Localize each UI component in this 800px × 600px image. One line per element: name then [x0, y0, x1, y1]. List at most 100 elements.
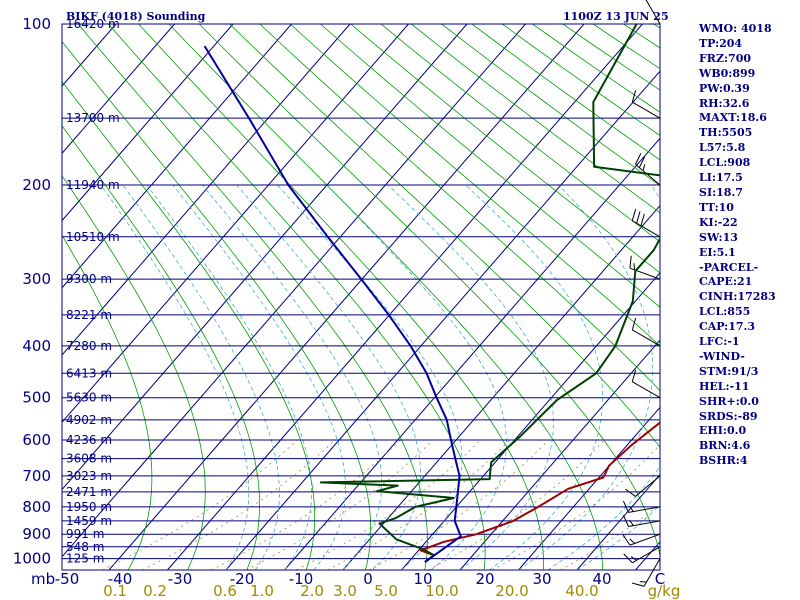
- wind-barb-flag: [631, 208, 637, 221]
- index-item: SRDS:-89: [699, 409, 758, 423]
- wind-barb-staff: [635, 475, 661, 497]
- wind-barb: [631, 317, 661, 347]
- temperature-tick-label: 10: [413, 570, 432, 588]
- isotherm: [0, 24, 58, 570]
- mixing-ratio-label: 10.0: [425, 582, 458, 600]
- temperature-tick-label: -20: [230, 570, 255, 588]
- height-label: 3023 m: [66, 469, 112, 483]
- index-item: -WIND-: [699, 349, 745, 363]
- sounding-title: BIKF (4018) Sounding: [66, 10, 206, 23]
- index-item: TT:10: [699, 200, 734, 214]
- plot-frame: [61, 23, 661, 571]
- temperature-tick-label: -30: [168, 570, 193, 588]
- index-item: SHR+:0.0: [699, 394, 759, 408]
- index-item: CAP:17.3: [699, 320, 756, 334]
- moist-adiabat: [172, 184, 346, 570]
- temperature-line: [419, 421, 660, 563]
- wind-barb-flag: [631, 90, 637, 103]
- wind-barb-staff: [629, 267, 661, 280]
- pressure-unit-label: mb: [31, 570, 55, 588]
- moist-adiabat: [547, 184, 660, 570]
- index-item: -PARCEL-: [699, 260, 759, 274]
- isotherm: [62, 24, 409, 424]
- isotherm: [167, 24, 643, 570]
- index-item: MAXT:18.6: [699, 111, 767, 125]
- pressure-tick-label: 900: [22, 525, 51, 543]
- pressure-tick-label: 300: [22, 270, 51, 288]
- wind-barb-staff: [629, 533, 661, 546]
- isotherm: [62, 24, 234, 222]
- index-item: LI:17.5: [699, 171, 743, 185]
- height-label: 8221 m: [66, 308, 112, 322]
- isotherm: [342, 204, 660, 570]
- isotherm: [62, 24, 175, 155]
- wind-barb-flag: [629, 255, 632, 269]
- index-item: EI:5.1: [699, 245, 736, 259]
- pressure-tick-label: 800: [22, 498, 51, 516]
- index-item: PW:0.39: [699, 81, 750, 95]
- height-label: 9300 m: [66, 272, 112, 286]
- index-item: BSHR:4: [699, 454, 748, 468]
- wind-barb: [631, 369, 661, 399]
- wind-barb-flag: [642, 164, 646, 171]
- mixing-ratio-label: 0.2: [143, 582, 167, 600]
- pressure-tick-label: 1000: [13, 550, 51, 568]
- moist-adiabat: [518, 184, 654, 570]
- moist-adiabat: [276, 184, 463, 570]
- wind-barb-flag: [622, 500, 629, 513]
- mixing-ratio-line: [327, 439, 511, 570]
- wind-barb-staff: [645, 0, 661, 25]
- temperature-tick-label: -40: [108, 570, 133, 588]
- isotherm: [62, 24, 351, 356]
- mixing-ratio-line: [492, 444, 660, 570]
- wind-barb-flag: [631, 317, 637, 331]
- temperature-tick-label: 30: [532, 570, 551, 588]
- dry-adiabat: [62, 125, 260, 570]
- isotherm: [284, 137, 660, 570]
- index-item: CINH:17283: [699, 290, 776, 304]
- height-label: 16420 m: [66, 17, 120, 31]
- dry-adiabat: [198, 24, 660, 559]
- wind-barb-staff: [632, 329, 661, 347]
- index-item: FRZ:700: [699, 51, 752, 65]
- index-item: SW:13: [699, 230, 738, 244]
- isotherm: [225, 70, 660, 570]
- dewpoint-line: [319, 24, 660, 563]
- wind-barb-staff: [628, 520, 661, 527]
- index-item: KI:-22: [699, 215, 738, 229]
- height-label: 3608 m: [66, 452, 112, 466]
- background-lines: [0, 24, 660, 570]
- wind-barb-flag: [636, 211, 641, 224]
- dry-adiabat: [62, 41, 372, 570]
- wind-barb-flag: [631, 582, 645, 587]
- wind-barb-flag: [631, 369, 637, 382]
- wind-barb-flag: [638, 156, 646, 168]
- moist-adiabat: [100, 184, 250, 570]
- wind-barb: [631, 558, 661, 587]
- index-item: SI:18.7: [699, 185, 743, 199]
- dry-adiabat: [320, 24, 660, 308]
- index-item: STM:91/3: [699, 364, 759, 378]
- wind-barb: [645, 0, 661, 25]
- height-label: 4236 m: [66, 433, 112, 447]
- index-item: CAPE:21: [699, 275, 753, 289]
- height-label: 5630 m: [66, 391, 112, 405]
- pressure-tick-label: 200: [22, 176, 51, 194]
- height-label: 10510 m: [66, 230, 120, 244]
- mixing-ratio-label: 20.0: [495, 582, 528, 600]
- index-item: BRN:4.6: [699, 439, 751, 453]
- pressure-tick-label: 700: [22, 467, 51, 485]
- height-label: 6413 m: [66, 366, 112, 380]
- index-item: TH:5505: [699, 126, 753, 140]
- index-item: L57:5.8: [699, 141, 746, 155]
- temperature-tick-label: 40: [592, 570, 611, 588]
- index-item: TP:204: [699, 36, 743, 50]
- mixing-ratio-line: [296, 439, 481, 570]
- moist-adiabat: [326, 184, 507, 570]
- wind-barb-flag: [625, 488, 636, 497]
- wind-barb-flag: [630, 556, 637, 561]
- wind-barbs: [622, 0, 661, 587]
- dry-adiabat: [289, 24, 660, 347]
- height-label: 13700 m: [66, 111, 120, 125]
